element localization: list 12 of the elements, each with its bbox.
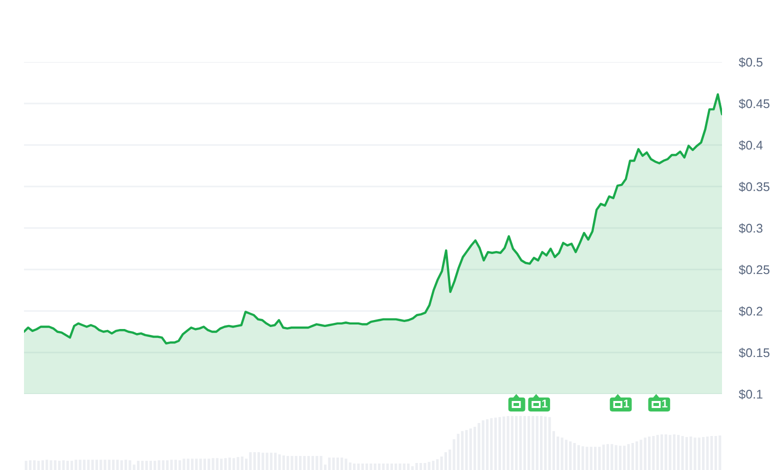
text: 1 [624, 400, 630, 408]
y-tick-label: $0.1 [738, 389, 762, 400]
y-tick-label: $0.25 [738, 264, 770, 275]
y-tick-label: $0.2 [738, 306, 762, 316]
y-tick-label: $0.35 [738, 182, 770, 192]
y-tick-label: $0.3 [738, 223, 762, 234]
y-tick-label: $0.45 [738, 98, 770, 109]
y-tick-label: $0.15 [738, 348, 770, 358]
y-tick-label: $0.5 [738, 57, 762, 68]
text: 1 [542, 400, 548, 408]
text: 1 [662, 400, 668, 408]
y-tick-label: $0.4 [738, 140, 763, 150]
